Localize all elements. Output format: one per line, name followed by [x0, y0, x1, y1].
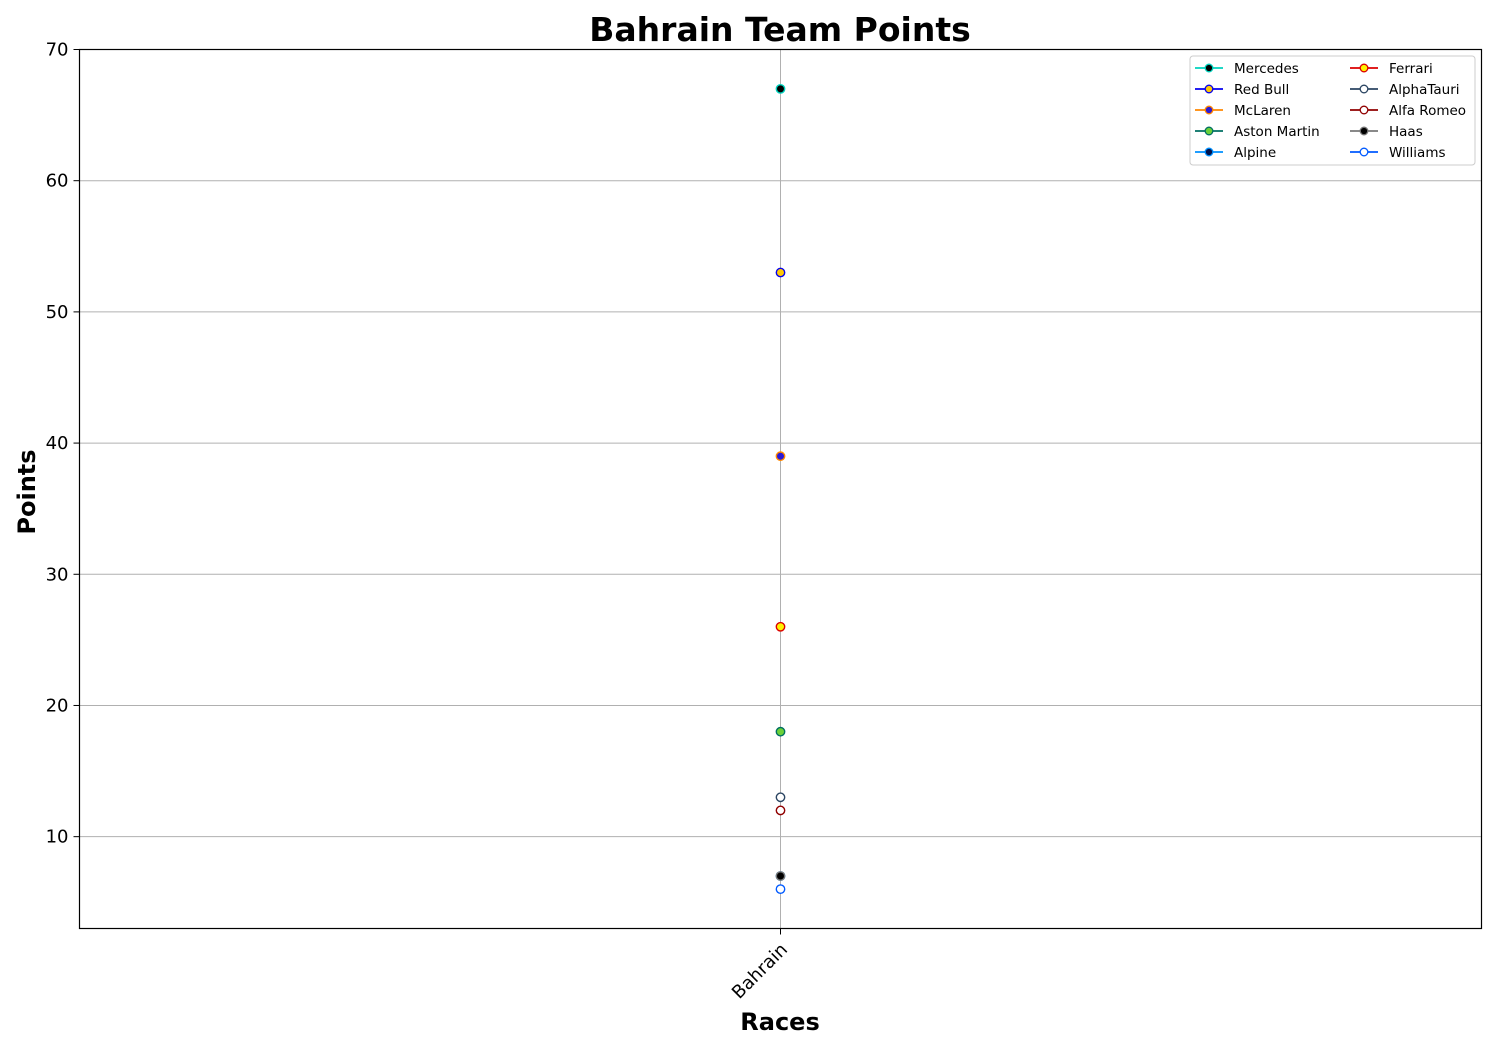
legend-marker: [1204, 126, 1214, 136]
x-tick-label: Bahrain: [728, 939, 792, 1003]
legend-label: Haas: [1389, 124, 1423, 140]
chart-title: Bahrain Team Points: [589, 10, 970, 49]
data-point-aston-martin: [775, 726, 786, 737]
legend-marker: [1359, 147, 1369, 157]
legend-marker: [1204, 84, 1214, 94]
legend-label: Ferrari: [1389, 61, 1433, 77]
legend-label: AlphaTauri: [1389, 82, 1460, 98]
y-axis: 10 20 30 40 50 60 70: [46, 40, 80, 848]
x-axis: Bahrain: [728, 928, 792, 1003]
legend-item-mclaren: McLaren: [1195, 103, 1291, 119]
y-tick-label: 10: [46, 827, 69, 848]
legend-item-alphatauri: AlphaTauri: [1350, 82, 1460, 98]
legend-item-alfa-romeo: Alfa Romeo: [1350, 103, 1466, 119]
legend-label: Williams: [1389, 145, 1446, 161]
legend-marker: [1204, 105, 1214, 115]
data-point-alfa-romeo: [775, 805, 786, 816]
data-point-williams: [775, 884, 786, 895]
data-point-alphatauri: [775, 792, 786, 803]
legend-label: Alpine: [1234, 145, 1276, 161]
legend-item-mercedes: Mercedes: [1195, 61, 1299, 77]
legend-label: Aston Martin: [1234, 124, 1320, 140]
y-axis-label: Points: [13, 449, 41, 534]
legend-item-alpine: Alpine: [1195, 145, 1276, 161]
legend-item-aston-martin: Aston Martin: [1195, 124, 1320, 140]
legend-label: Alfa Romeo: [1389, 103, 1466, 119]
legend-marker: [1359, 84, 1369, 94]
data-point-red-bull: [775, 267, 786, 278]
data-point-mercedes: [775, 83, 786, 94]
y-tick-label: 60: [46, 171, 69, 192]
legend-item-williams: Williams: [1350, 145, 1446, 161]
legend-label: Red Bull: [1234, 82, 1289, 98]
y-tick-label: 30: [46, 564, 69, 585]
y-tick-label: 50: [46, 302, 69, 323]
y-tick-label: 20: [46, 695, 69, 716]
legend-item-ferrari: Ferrari: [1350, 61, 1433, 77]
legend: Mercedes Red Bull McLaren Aston Martin Alpin…: [1189, 55, 1476, 166]
legend-label: Mercedes: [1234, 61, 1299, 77]
data-points: [775, 83, 786, 895]
data-point-mclaren: [775, 451, 786, 462]
legend-item-red-bull: Red Bull: [1195, 82, 1289, 98]
legend-marker: [1204, 147, 1214, 157]
legend-marker: [1204, 63, 1214, 73]
plot-frame: [78, 48, 1483, 930]
x-axis-label: Races: [740, 1008, 819, 1036]
legend-marker: [1359, 63, 1369, 73]
legend-marker: [1359, 126, 1369, 136]
data-point-ferrari: [775, 621, 786, 632]
legend-marker: [1359, 105, 1369, 115]
legend-item-haas: Haas: [1350, 124, 1423, 140]
legend-box: [1189, 55, 1476, 166]
y-tick-label: 40: [46, 433, 69, 454]
y-tick-label: 70: [46, 40, 69, 61]
data-point-haas: [775, 871, 786, 881]
legend-label: McLaren: [1234, 103, 1291, 119]
